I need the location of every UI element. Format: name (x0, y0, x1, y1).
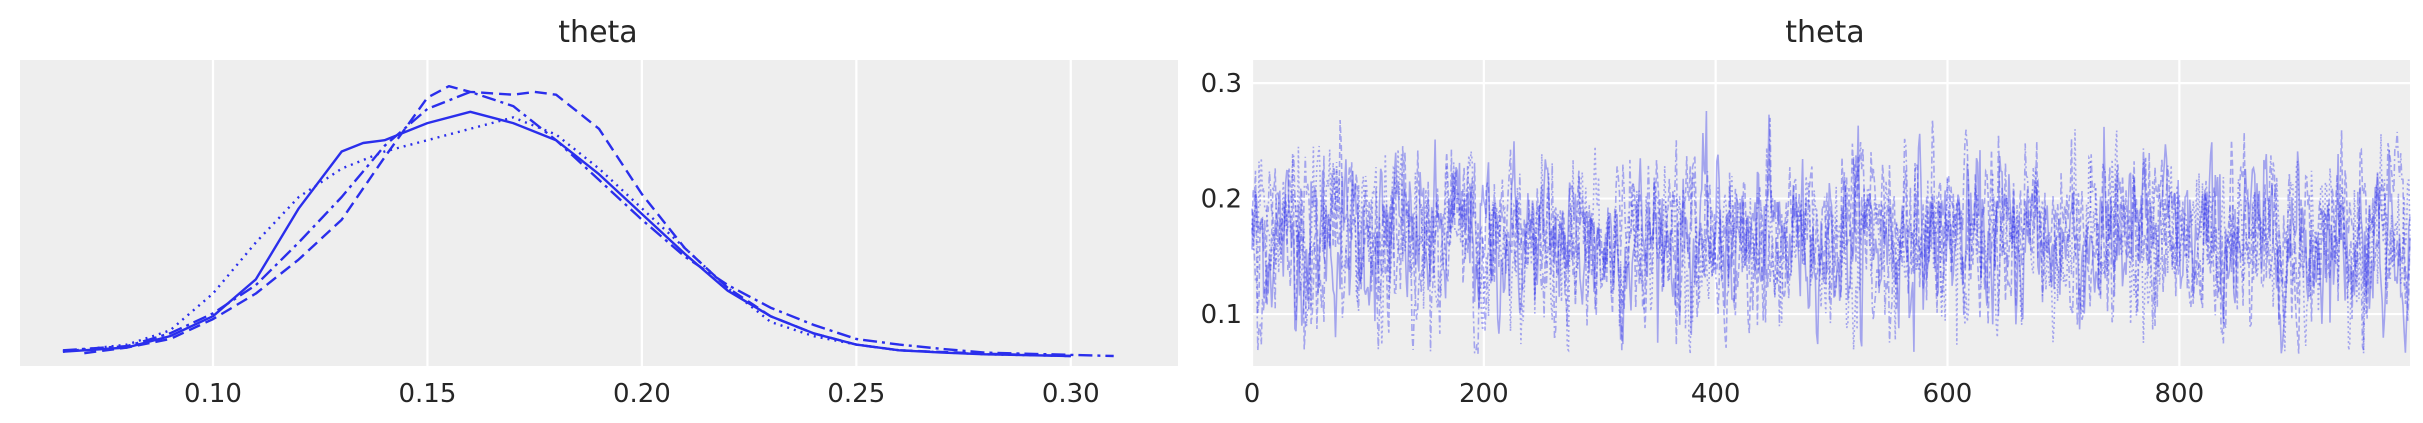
trace-chain-dashdot (1251, 117, 2411, 354)
trace-x-tick-label: 600 (1923, 379, 1973, 409)
trace-chain-solid (1251, 110, 2411, 354)
density-panel: theta 0.10 0.15 0.20 0.25 0.30 (20, 15, 1178, 409)
trace-panel: theta 0 200 400 600 800 0.1 0.2 0.3 (1201, 15, 2411, 409)
trace-x-tick-label: 800 (2155, 379, 2205, 409)
density-x-tick-label: 0.10 (184, 379, 242, 409)
density-x-axis-ticks: 0.10 0.15 0.20 0.25 0.30 (184, 379, 1100, 409)
density-x-tick-label: 0.20 (613, 379, 671, 409)
trace-chain-dotted (1251, 129, 2411, 354)
density-curves (62, 84, 1114, 358)
trace-chains (1251, 110, 2411, 354)
trace-title: theta (1785, 15, 1864, 50)
density-x-tick-label: 0.25 (827, 379, 885, 409)
trace-y-tick-label: 0.3 (1201, 69, 1242, 99)
trace-x-tick-label: 400 (1691, 379, 1741, 409)
trace-chain-dashed (1251, 119, 2411, 354)
trace-x-tick-label: 200 (1459, 379, 1509, 409)
density-curve-dashdot (62, 90, 1114, 358)
density-curve-dashed (84, 84, 1071, 358)
density-x-tick-label: 0.15 (398, 379, 456, 409)
trace-x-tick-label: 0 (1244, 379, 1261, 409)
trace-y-axis-ticks: 0.1 0.2 0.3 (1201, 69, 1242, 330)
density-curve-dotted (62, 116, 1071, 358)
trace-y-tick-label: 0.2 (1201, 185, 1242, 215)
trace-gridlines (1250, 60, 2410, 366)
density-x-tick-label: 0.30 (1042, 379, 1100, 409)
density-plot-area (20, 60, 1178, 366)
trace-x-axis-ticks: 0 200 400 600 800 (1244, 379, 2204, 409)
density-title: theta (558, 15, 637, 50)
trace-y-tick-label: 0.1 (1201, 300, 1242, 330)
